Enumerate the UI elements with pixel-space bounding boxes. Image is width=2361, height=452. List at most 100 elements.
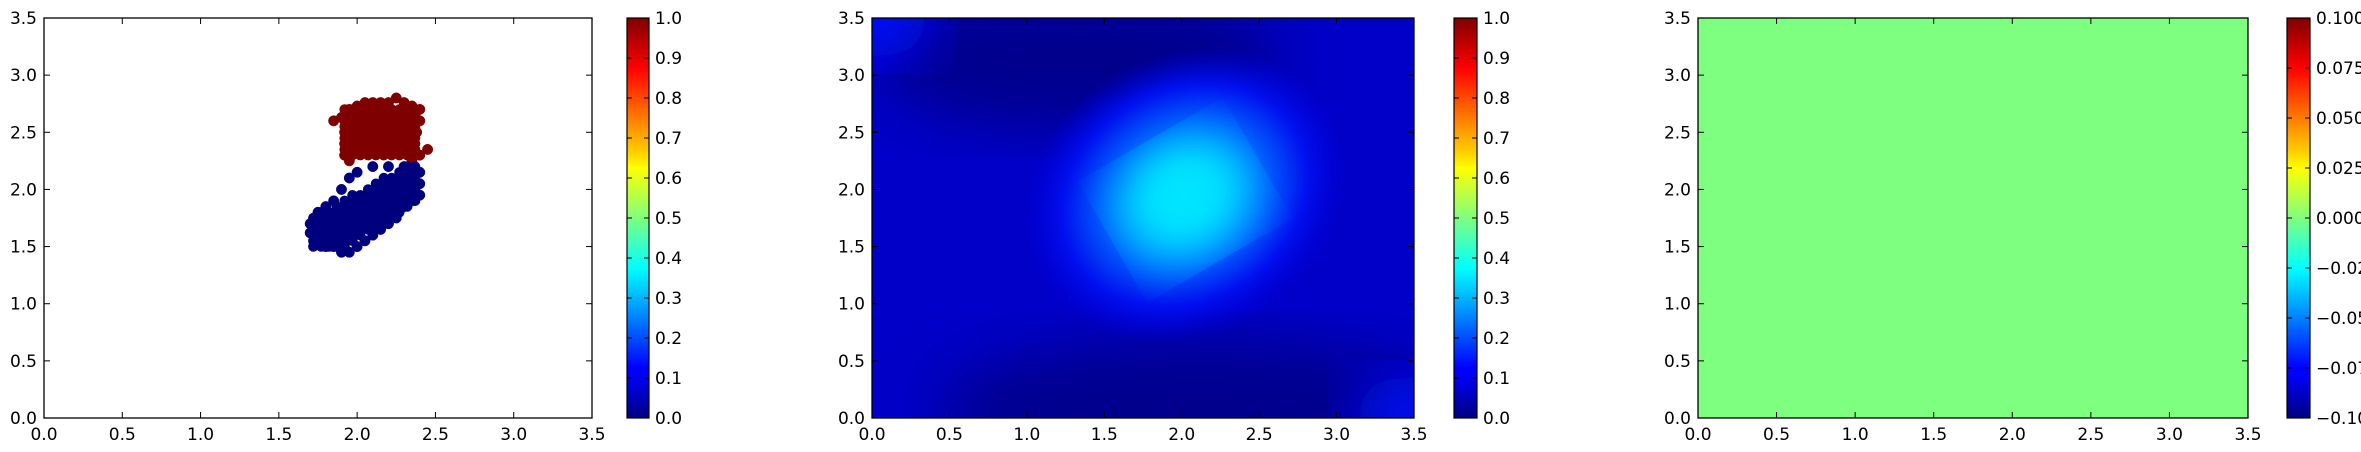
x-tick-label: 0.5	[1763, 425, 1790, 445]
colorbar-tick-label: 0.9	[655, 49, 682, 69]
y-tick-label: 3.0	[838, 66, 865, 86]
x-tick-label: 1.5	[265, 425, 292, 445]
scatter-point	[409, 161, 421, 172]
colorbar-tick-label: 0.7	[655, 129, 682, 149]
y-tick-label: 0.5	[838, 352, 865, 372]
x-tick-label: 0.5	[936, 425, 963, 445]
x-tick-label: 1.5	[1920, 425, 1947, 445]
scatter-point	[339, 104, 350, 115]
scatter-point	[370, 104, 382, 115]
panel-2: 0.0 0.5 1.0 1.5 2.0 2.5 3.0 3.5 0.0 0.5 1.0 1.5 2.0 2…	[838, 9, 1510, 445]
p2-axes-frame	[871, 17, 1415, 419]
p3-ticks: 0.0 0.5 1.0 1.5 2.0 2.5 3.0 3.5 0.0 0.5 1.0 1.5 2.0 2…	[1664, 9, 2262, 445]
x-tick-label: 3.5	[2234, 425, 2261, 445]
x-tick-label: 3.5	[1400, 425, 1427, 445]
panel-3: 0.0 0.5 1.0 1.5 2.0 2.5 3.0 3.5 0.0 0.5 1.0 1.5 2.0 2…	[1664, 9, 2361, 445]
p3-colorbar-ticks: −0.100 −0.075 −0.050 −0.025 0.000 0.025 0.050 0…	[2287, 9, 2361, 429]
colorbar-tick-label: −0.025	[2316, 259, 2361, 279]
scatter-point	[315, 207, 327, 218]
x-tick-label: 0.0	[858, 425, 885, 445]
x-tick-label: 2.5	[422, 425, 449, 445]
scatter-point	[422, 143, 434, 155]
colorbar-tick-label: 0.8	[1483, 89, 1510, 109]
colorbar-tick-label: 0.4	[1483, 249, 1510, 269]
colorbar-tick-label: 0.6	[655, 169, 682, 189]
y-tick-label: 1.5	[10, 238, 37, 258]
scatter-point	[402, 104, 413, 115]
x-tick-label: 1.0	[1013, 425, 1040, 445]
scatter-point	[323, 207, 335, 218]
scatter-point	[394, 167, 405, 178]
colorbar-tick-label: 0.000	[2316, 209, 2361, 229]
x-tick-label: 0.0	[1684, 425, 1711, 445]
scatter-point	[343, 172, 355, 184]
colorbar-tick-label: 0.2	[1483, 329, 1510, 349]
p2-heatmap-dark-bottom	[940, 340, 1414, 418]
colorbar-tick-label: 1.0	[1483, 9, 1510, 29]
colorbar-tick-label: 0.1	[655, 369, 682, 389]
scatter-point	[339, 195, 350, 207]
x-tick-label: 2.5	[1246, 425, 1273, 445]
colorbar-tick-label: 1.0	[655, 9, 682, 29]
scatter-point	[402, 161, 413, 172]
x-tick-label: 2.0	[344, 425, 371, 445]
scatter-point	[331, 201, 342, 212]
y-tick-label: 2.5	[838, 123, 865, 143]
scatter-point	[308, 212, 319, 224]
x-tick-label: 2.0	[1168, 425, 1195, 445]
x-tick-label: 3.0	[2156, 425, 2183, 445]
y-tick-label: 3.5	[1664, 9, 1691, 29]
y-tick-label: 2.0	[838, 180, 865, 200]
colorbar-tick-label: 0.3	[655, 289, 682, 309]
scatter-point	[347, 189, 358, 201]
scatter-point	[355, 189, 366, 201]
p2-heatmap-edge-bottom-right	[1352, 376, 1414, 418]
x-tick-label: 0.5	[109, 425, 136, 445]
colorbar-tick-label: 0.4	[655, 249, 682, 269]
colorbar-tick-label: 0.100	[2316, 9, 2361, 29]
scatter-point	[386, 172, 397, 184]
colorbar-tick-label: 0.0	[655, 409, 682, 429]
y-tick-label: 3.5	[10, 9, 37, 29]
x-tick-label: 2.0	[1999, 425, 2026, 445]
x-tick-label: 3.5	[578, 425, 605, 445]
y-tick-label: 3.0	[10, 66, 37, 86]
p2-heatmap-peak-core	[1127, 147, 1243, 253]
scatter-point	[362, 184, 374, 195]
colorbar-tick-label: 0.075	[2316, 59, 2361, 79]
colorbar-tick-label: −0.075	[2316, 359, 2361, 379]
y-tick-label: 1.0	[838, 295, 865, 315]
colorbar-tick-label: 0.8	[655, 89, 682, 109]
x-tick-label: 3.0	[1323, 425, 1350, 445]
colorbar-tick-label: 0.9	[1483, 49, 1510, 69]
colorbar-tick-label: 0.6	[1483, 169, 1510, 189]
scatter-point	[386, 104, 397, 115]
y-tick-label: 3.5	[838, 9, 865, 29]
scatter-point	[367, 161, 379, 173]
panel-1: 0.0 0.5 1.0 1.5 2.0 2.5 3.0 3.5 0.0 0.5 1.0 1.5 2.0 2…	[10, 9, 682, 445]
colorbar-tick-label: 0.3	[1483, 289, 1510, 309]
scatter-point	[362, 104, 374, 115]
y-tick-label: 0.0	[10, 409, 37, 429]
colorbar-tick-label: 0.025	[2316, 159, 2361, 179]
x-tick-label: 2.5	[2077, 425, 2104, 445]
colorbar-tick-label: 0.2	[655, 329, 682, 349]
y-tick-label: 1.0	[1664, 295, 1691, 315]
y-tick-label: 2.5	[10, 123, 37, 143]
x-tick-label: 0.0	[30, 425, 57, 445]
scatter-point	[378, 172, 389, 184]
colorbar-tick-label: 0.1	[1483, 369, 1510, 389]
p1-points	[304, 92, 434, 258]
y-tick-label: 0.0	[1664, 409, 1691, 429]
colorbar-tick-label: −0.050	[2316, 309, 2361, 329]
colorbar-tick-label: 0.7	[1483, 129, 1510, 149]
colorbar-tick-label: 0.5	[655, 209, 682, 229]
x-tick-label: 1.5	[1091, 425, 1118, 445]
scatter-point	[378, 104, 389, 115]
p1-ticks: 0.0 0.5 1.0 1.5 2.0 2.5 3.0 3.5 0.0 0.5 1.0 1.5 2.0 2…	[10, 9, 606, 445]
y-tick-label: 0.5	[1664, 352, 1691, 372]
x-tick-label: 3.0	[500, 425, 527, 445]
y-tick-label: 0.0	[838, 409, 865, 429]
y-tick-label: 2.0	[10, 180, 37, 200]
